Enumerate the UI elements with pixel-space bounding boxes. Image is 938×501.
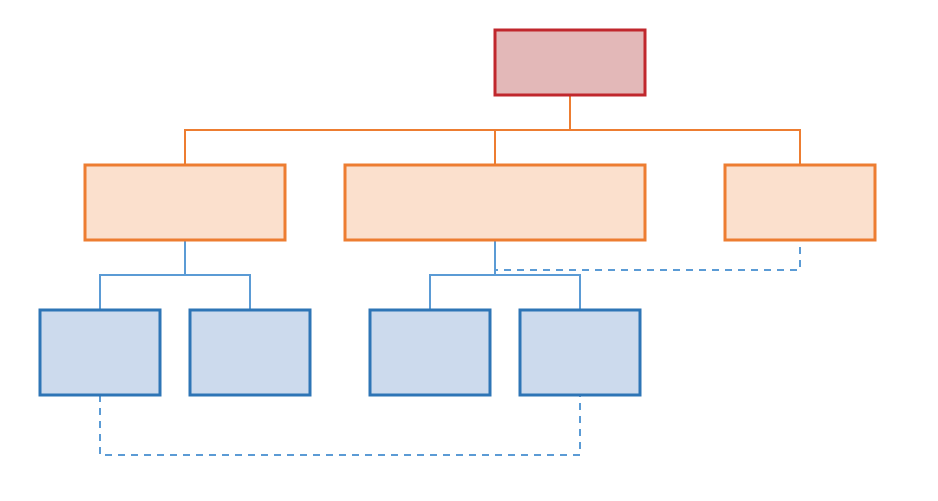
edge-l2a-l3a [100, 240, 185, 310]
node-root [495, 30, 645, 95]
edge-l2b-l3d [495, 240, 580, 310]
node-l3d [520, 310, 640, 395]
node-l3b [190, 310, 310, 395]
org-tree-diagram [0, 0, 938, 501]
edge-l2b-l3c [430, 240, 495, 310]
node-l3c [370, 310, 490, 395]
node-l2b [345, 165, 645, 240]
nodes-layer [40, 30, 875, 395]
node-l2c [725, 165, 875, 240]
edge-l2b-l2c [495, 240, 800, 270]
edge-l3a-l3d [100, 395, 580, 455]
edge-root-l2c [570, 95, 800, 165]
edge-root-l2b [495, 95, 570, 165]
edges-layer [100, 95, 800, 455]
node-l2a [85, 165, 285, 240]
node-l3a [40, 310, 160, 395]
edge-l2a-l3b [185, 240, 250, 310]
